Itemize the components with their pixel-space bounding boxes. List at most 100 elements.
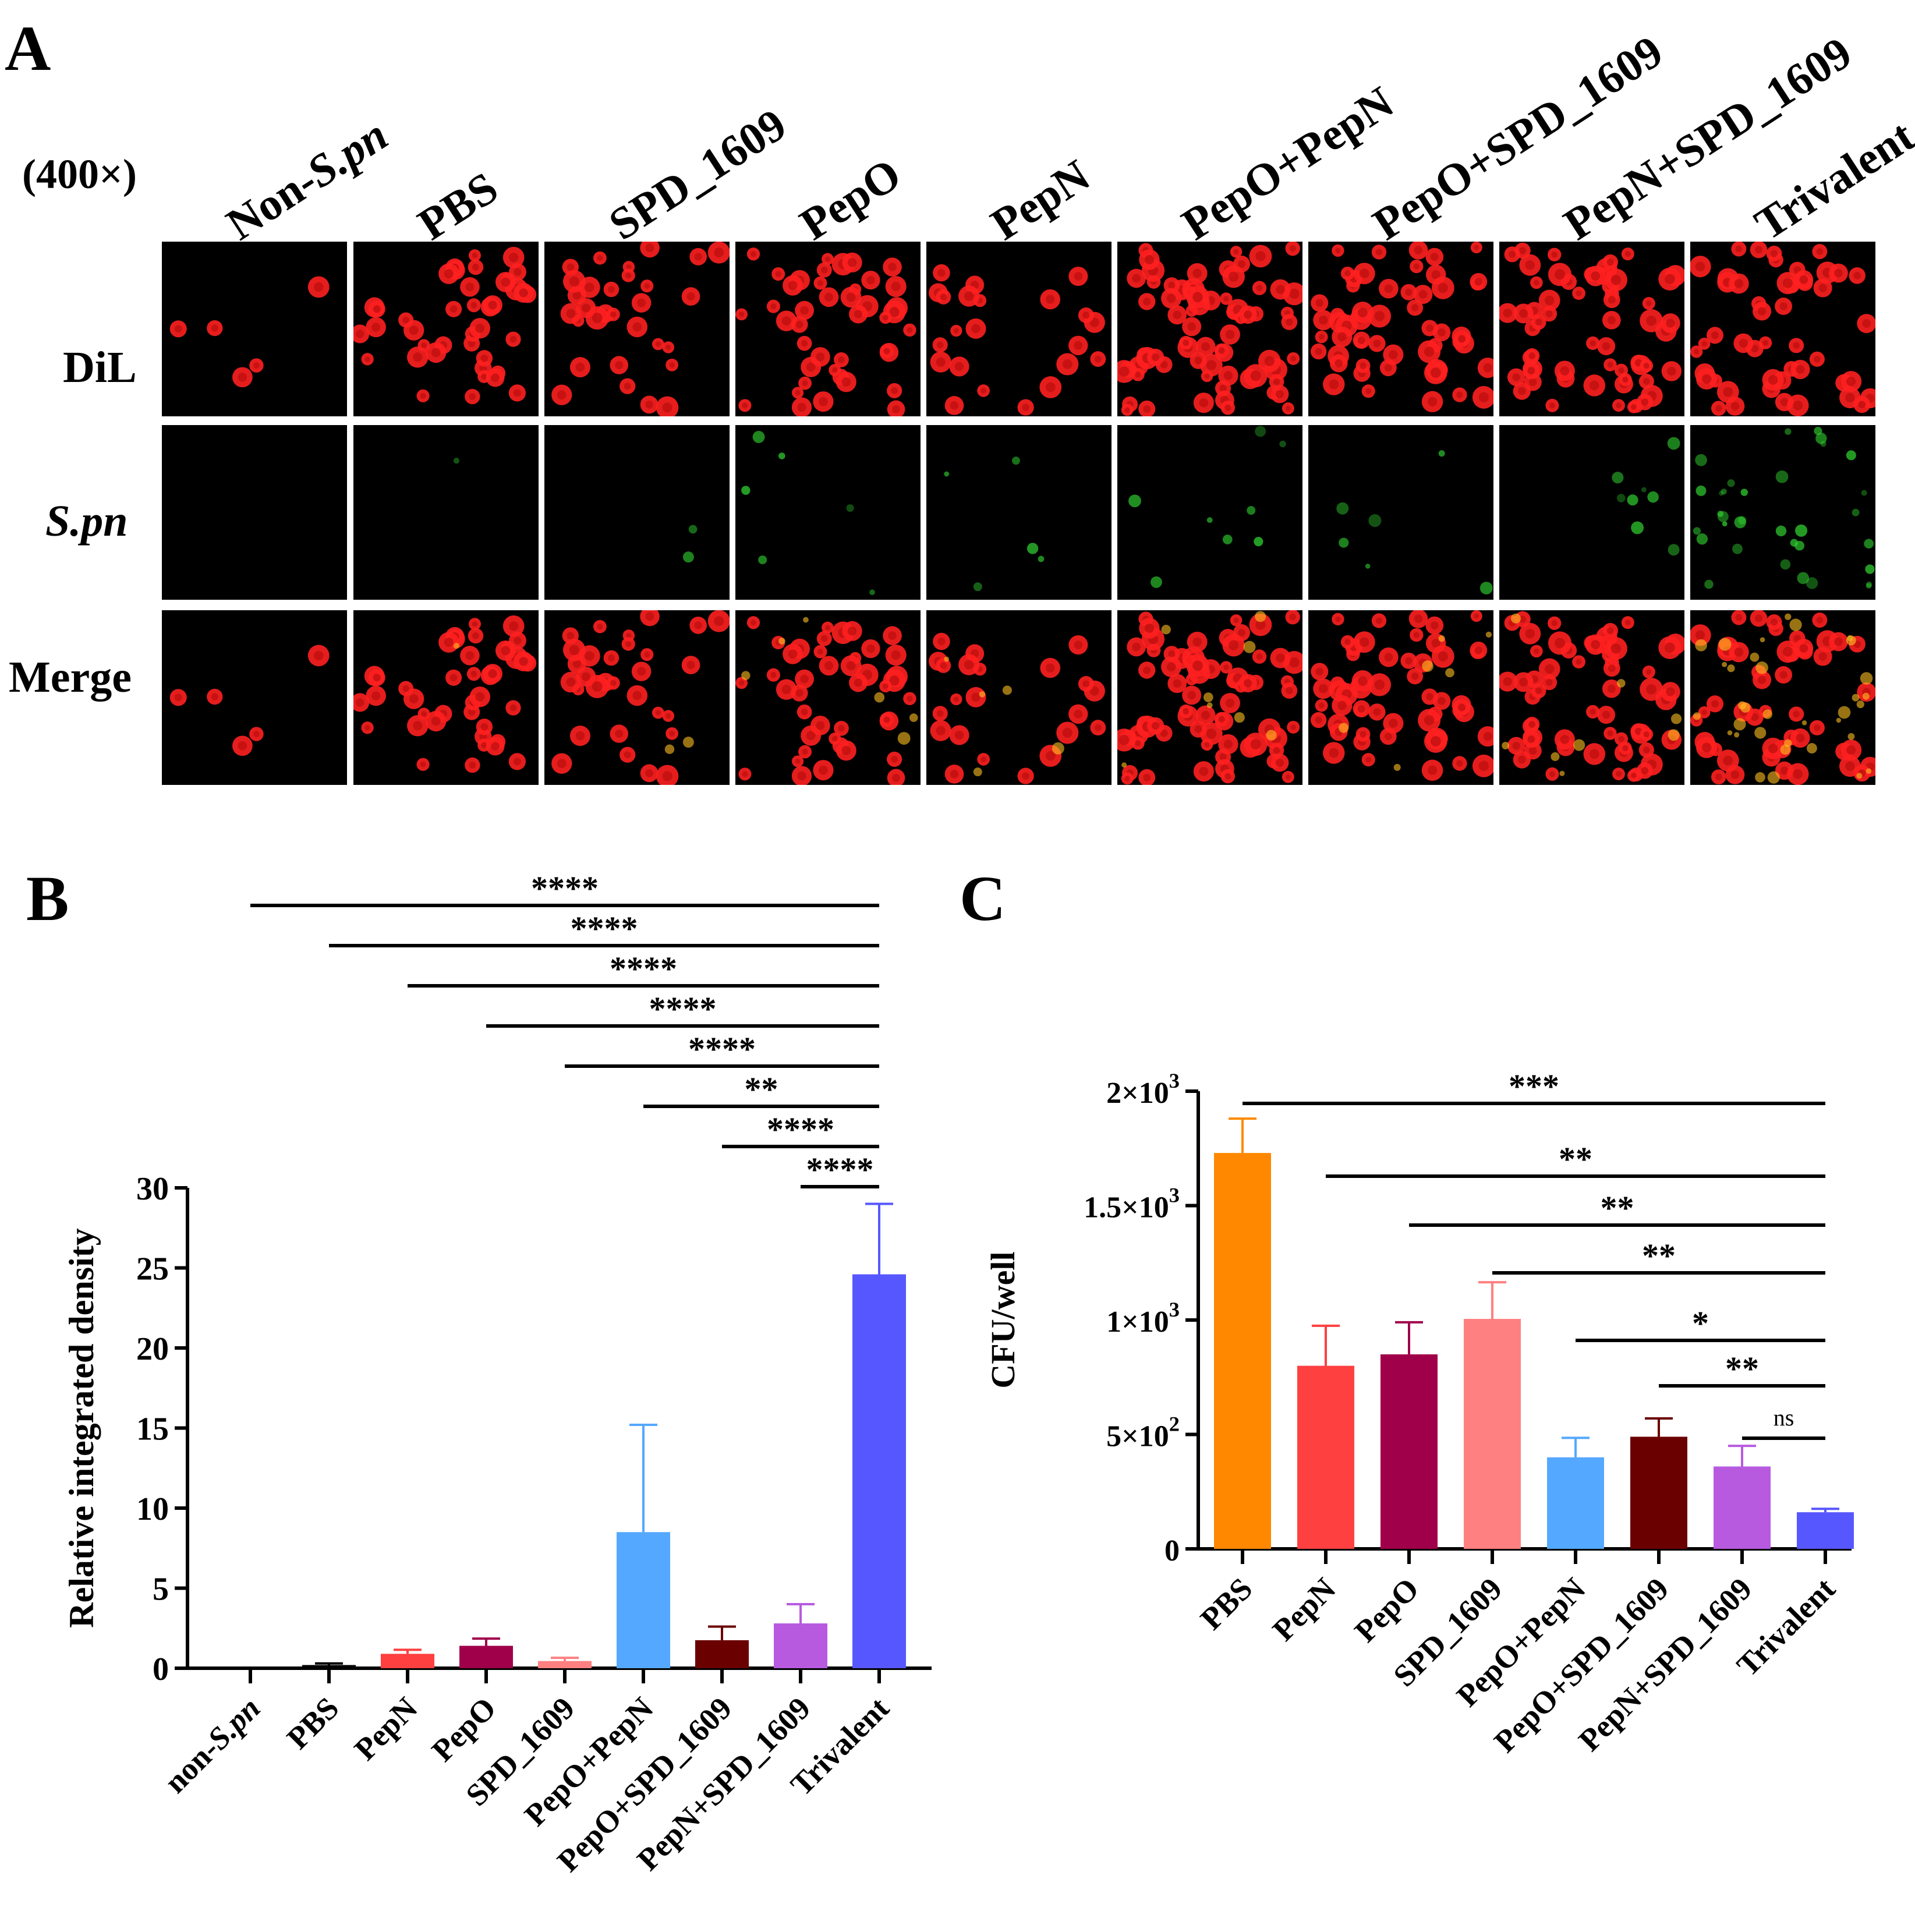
column-header: Trivalent	[1746, 109, 1915, 250]
cell-nucleus-mark	[1576, 290, 1582, 296]
overlap-mark	[1740, 702, 1751, 713]
cell-nucleus-mark	[1551, 620, 1558, 627]
cell-nucleus-mark	[1337, 700, 1347, 710]
cell-nucleus-mark	[1779, 302, 1787, 310]
cell-nucleus-mark	[1199, 766, 1209, 776]
cell-nucleus-mark	[431, 716, 441, 726]
bacteria-mark	[1820, 441, 1826, 447]
cell-nucleus-mark	[1525, 260, 1535, 270]
cell-nucleus-mark	[802, 748, 808, 755]
cell-nucleus-mark	[1438, 282, 1449, 293]
cell-nucleus-mark	[465, 282, 475, 292]
column-header: PepO+PepN	[1173, 76, 1403, 250]
cell-nucleus-mark	[1276, 653, 1285, 663]
y-tick-base: 1.5×10	[1084, 1191, 1169, 1225]
y-tick-label: 5	[153, 1572, 169, 1608]
cell-nucleus-mark	[694, 253, 702, 261]
cell-nucleus-mark	[1022, 404, 1029, 412]
cell-nucleus-mark	[1768, 744, 1778, 753]
cell-nucleus-mark	[816, 721, 825, 730]
bar	[1464, 1319, 1521, 1549]
significance-label: ****	[649, 990, 717, 1028]
cell-nucleus-mark	[1762, 339, 1769, 346]
cell-nucleus-mark	[866, 275, 875, 285]
cell-nucleus-mark	[431, 348, 441, 358]
cell-nucleus-mark	[581, 672, 591, 681]
row-label: DiL	[63, 343, 137, 392]
cell-nucleus-mark	[795, 320, 803, 328]
cell-nucleus-mark	[1834, 268, 1843, 278]
bacteria-mark	[1011, 457, 1020, 465]
bacteria-mark	[1279, 440, 1286, 448]
micrograph-tile	[1308, 425, 1493, 600]
bacteria-mark	[1612, 472, 1624, 484]
overlap-mark	[973, 767, 982, 777]
cell-nucleus-mark	[1124, 407, 1130, 413]
cell-nucleus-mark	[841, 746, 851, 755]
cell-nucleus-mark	[1405, 657, 1413, 665]
bacteria-mark	[1815, 433, 1827, 444]
cell-nucleus-mark	[964, 660, 974, 670]
overlap-mark	[1727, 664, 1735, 673]
cell-nucleus-mark	[1082, 312, 1090, 319]
cell-nucleus-mark	[1374, 311, 1385, 321]
y-tick-label: 2×103	[1106, 1069, 1180, 1110]
cell-nucleus-mark	[1560, 366, 1570, 376]
cell-nucleus-mark	[1818, 652, 1827, 661]
cell-nucleus-mark	[1074, 709, 1083, 719]
cell-nucleus-mark	[1622, 376, 1629, 383]
cell-nucleus-mark	[469, 393, 476, 400]
cell-nucleus-mark	[1359, 637, 1369, 647]
cell-nucleus-mark	[371, 691, 381, 700]
cell-nucleus-mark	[413, 721, 423, 731]
cell-nucleus-mark	[1799, 644, 1808, 653]
cell-nucleus-mark	[514, 636, 522, 645]
y-tick-label: 0	[1164, 1534, 1180, 1567]
micrograph-tile	[735, 425, 921, 600]
cell-nucleus-mark	[662, 402, 672, 413]
overlap-mark	[1760, 637, 1765, 643]
cell-nucleus-mark	[597, 623, 603, 630]
cell-nucleus-mark	[846, 292, 856, 302]
cell-nucleus-mark	[1645, 669, 1652, 675]
cell-nucleus-mark	[1711, 331, 1719, 339]
overlap-mark	[1862, 692, 1870, 700]
overlap-mark	[778, 638, 785, 645]
cell-nucleus-mark	[1374, 680, 1385, 690]
cell-nucleus-mark	[569, 645, 579, 655]
cell-nucleus-mark	[806, 731, 816, 741]
cell-nucleus-mark	[1289, 657, 1300, 668]
cell-nucleus-mark	[1256, 653, 1263, 660]
cell-nucleus-mark	[519, 657, 528, 666]
overlap-mark	[1052, 742, 1064, 755]
micrograph-tile	[544, 610, 730, 785]
cell-nucleus-mark	[1335, 247, 1341, 254]
cell-nucleus-mark	[883, 683, 889, 689]
cell-nucleus-mark	[1780, 398, 1789, 406]
cell-nucleus-mark	[1315, 716, 1322, 724]
cell-nucleus-mark	[1478, 392, 1489, 403]
cell-nucleus-mark	[980, 756, 987, 762]
cell-nucleus-mark	[1427, 397, 1438, 407]
overlap-mark	[1559, 770, 1565, 776]
cell-nucleus-mark	[1384, 364, 1392, 372]
cell-nucleus-mark	[1518, 387, 1526, 395]
bacteria-mark	[1719, 491, 1724, 496]
column-header: SPD_1609	[600, 98, 795, 251]
significance-label: ****	[688, 1030, 756, 1068]
cell-nucleus-mark	[624, 383, 631, 390]
overlap-mark	[1722, 661, 1728, 667]
cell-nucleus-mark	[1616, 402, 1622, 409]
cell-nucleus-mark	[557, 759, 567, 769]
cell-nucleus-mark	[1723, 387, 1733, 397]
cell-nucleus-mark	[513, 758, 521, 766]
cell-nucleus-mark	[1796, 365, 1805, 374]
cell-nucleus-mark	[1816, 617, 1824, 624]
column-header-text: PBS	[409, 161, 507, 250]
cell-nucleus-mark	[1315, 348, 1322, 355]
cell-nucleus-mark	[1285, 405, 1291, 412]
cell-nucleus-mark	[788, 281, 798, 291]
cell-nucleus-mark	[1118, 735, 1130, 745]
cell-nucleus-mark	[569, 276, 579, 286]
overlap-mark	[1668, 729, 1680, 741]
